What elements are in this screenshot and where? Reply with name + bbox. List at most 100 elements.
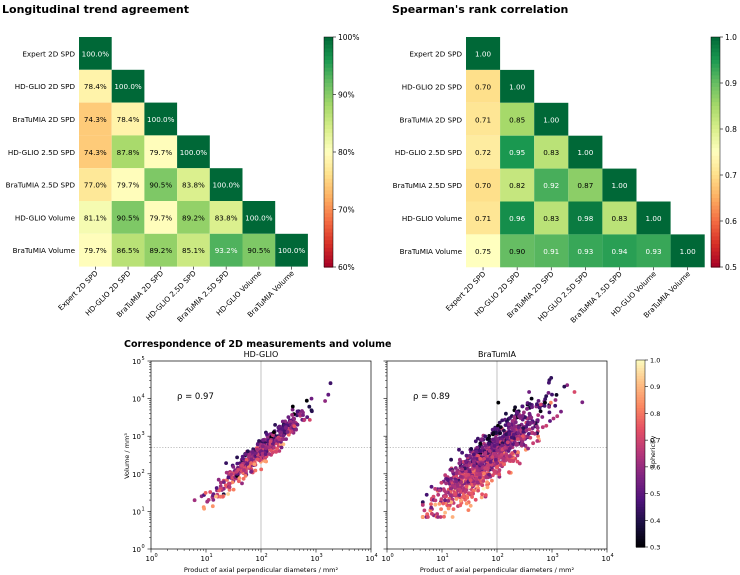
scatter-point xyxy=(295,409,300,414)
scatter-point xyxy=(502,462,506,467)
colorbar-segment xyxy=(636,408,645,412)
scatter-point xyxy=(279,445,284,450)
scatter-point xyxy=(535,402,539,407)
scatter-point xyxy=(264,432,269,437)
colorbar-segment xyxy=(636,490,645,495)
scatter-point xyxy=(263,452,268,456)
x-tick-exponent: 2 xyxy=(501,553,504,559)
scatter-point xyxy=(459,480,463,484)
colorbar-segment xyxy=(636,501,645,505)
y-tick-label: 10 xyxy=(132,471,141,479)
colorbar-segment xyxy=(711,175,720,180)
scatter-point xyxy=(227,485,232,489)
heatmap-row-label: BraTuMIA 2D SPD xyxy=(400,115,463,124)
scatter-point xyxy=(302,417,307,422)
bratumia-panel-subtitle: BraTumIA xyxy=(478,350,517,359)
heatmap-cell-label: 0.70 xyxy=(475,82,491,91)
scatter-point xyxy=(210,504,215,509)
colorbar-segment xyxy=(711,136,720,142)
colorbar-tick-label: 0.3 xyxy=(650,544,660,552)
scatter-point xyxy=(429,502,433,506)
scatter-point xyxy=(488,460,493,464)
scatter-point xyxy=(492,451,497,456)
scatter-point xyxy=(479,462,483,467)
hdglio-x-axis-label: Product of axial perpendicular diameters… xyxy=(184,566,339,574)
heatmap-cell xyxy=(500,234,535,268)
scatter-point xyxy=(504,452,509,457)
colorbar-segment xyxy=(711,224,720,230)
scatter-point xyxy=(328,381,333,386)
scatter-point xyxy=(281,433,286,438)
scatter-point xyxy=(527,390,531,394)
scatter-point xyxy=(263,446,268,450)
scatter-point xyxy=(252,462,257,467)
heatmap-cell xyxy=(466,102,501,136)
colorbar-segment xyxy=(324,224,333,230)
colorbar-segment xyxy=(324,247,333,253)
scatter-point xyxy=(487,434,492,438)
colorbar-segment xyxy=(636,360,645,364)
heatmap-cell xyxy=(568,135,603,169)
scatter-point xyxy=(457,471,462,476)
scatter-point xyxy=(511,432,516,437)
scatter-point xyxy=(460,467,465,472)
colorbar-segment xyxy=(636,488,645,492)
heatmap-cell-label: 78.4% xyxy=(117,115,140,124)
scatter-point xyxy=(554,393,559,397)
colorbar-segment xyxy=(711,178,720,184)
x-tick-exponent: 2 xyxy=(265,553,268,559)
colorbar-segment xyxy=(711,37,720,42)
scatter-point xyxy=(527,427,532,432)
scatter-point xyxy=(478,456,483,461)
colorbar-segment xyxy=(636,426,645,431)
scatter-point xyxy=(470,466,475,471)
colorbar-segment xyxy=(636,480,645,484)
scatter-point xyxy=(420,503,425,507)
colorbar-segment xyxy=(636,533,645,537)
scatter-point xyxy=(267,452,271,456)
colorbar-segment xyxy=(711,159,720,165)
colorbar-segment xyxy=(324,37,333,42)
colorbar-segment xyxy=(636,536,645,540)
heatmap-cell xyxy=(568,234,603,268)
scatter-point xyxy=(538,409,543,414)
scatter-point xyxy=(271,433,275,438)
heatmap-cell xyxy=(534,102,569,136)
colorbar-segment xyxy=(636,368,645,372)
scatter-point xyxy=(559,409,563,414)
colorbar-tick-label: 60% xyxy=(338,263,355,272)
scatter-point xyxy=(484,475,489,480)
colorbar-segment xyxy=(711,79,720,84)
scatter-point xyxy=(309,396,314,401)
scatter-point xyxy=(429,505,434,510)
y-tick-label: 10 xyxy=(132,396,141,404)
colorbar-segment xyxy=(636,466,645,471)
colorbar-segment xyxy=(636,448,645,452)
scatter-point xyxy=(526,420,530,424)
scatter-point xyxy=(515,410,520,415)
scatter-point xyxy=(273,423,277,427)
scatter-point xyxy=(476,488,480,493)
scatter-point xyxy=(485,463,490,468)
scatter-point xyxy=(489,462,494,467)
scatter-point xyxy=(507,470,511,475)
scatter-point xyxy=(307,404,312,409)
scatter-point xyxy=(496,448,500,453)
heatmap-cell-label: 0.85 xyxy=(509,115,525,124)
scatter-point xyxy=(290,404,295,409)
heatmap-cell-label: 1.00 xyxy=(680,247,696,256)
scatter-point xyxy=(524,428,529,433)
scatter-point xyxy=(498,431,502,436)
scatter-point xyxy=(229,472,234,477)
colorbar-tick-label: 0.4 xyxy=(650,517,660,525)
scatter-point xyxy=(245,449,250,454)
scatter-point xyxy=(540,415,545,419)
scatter-point xyxy=(529,415,534,420)
y-tick-label: 10 xyxy=(132,508,141,516)
colorbar-segment xyxy=(324,144,333,149)
colorbar-tick-label: 0.5 xyxy=(650,490,660,498)
scatter-point xyxy=(475,457,480,461)
heatmap-cell-label: 1.00 xyxy=(543,115,559,124)
colorbar-segment xyxy=(636,389,645,393)
heatmap-cell-label: 90.5% xyxy=(247,246,270,255)
